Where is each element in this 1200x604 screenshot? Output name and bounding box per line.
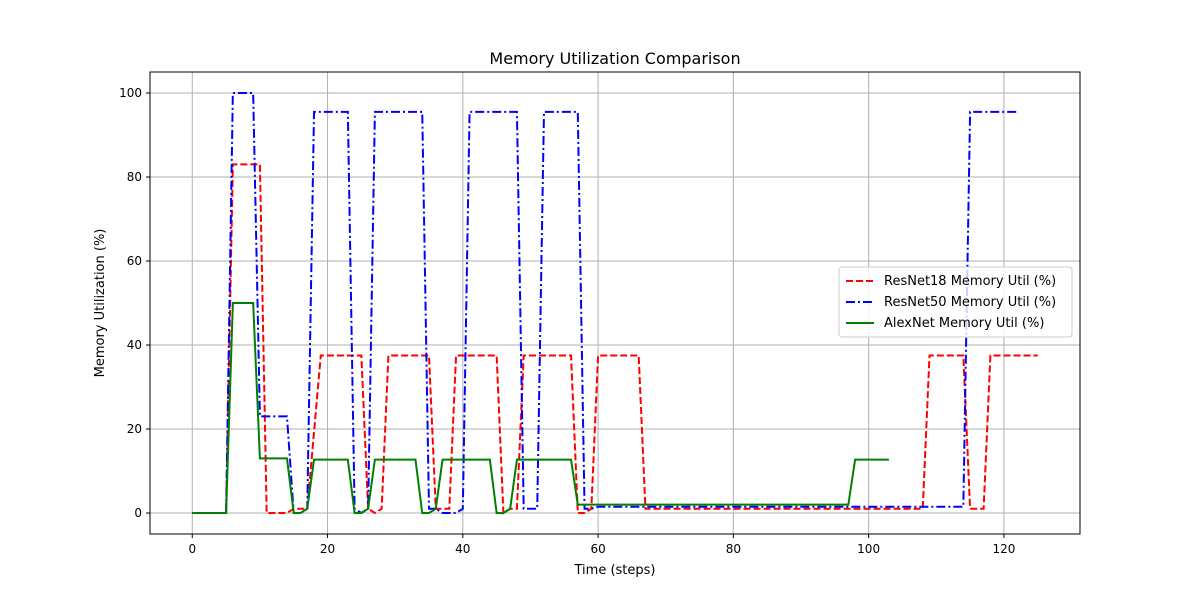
x-tick-label: 20 xyxy=(320,542,335,556)
y-tick-label: 100 xyxy=(119,86,142,100)
x-tick-label: 40 xyxy=(455,542,470,556)
series-layer xyxy=(192,92,1038,515)
y-tick-label: 60 xyxy=(127,254,142,268)
x-axis-label: Time (steps) xyxy=(574,563,656,578)
x-tick-label: 80 xyxy=(726,542,741,556)
series-line-1 xyxy=(192,163,1038,515)
legend: ResNet18 Memory Util (%) ResNet50 Memory … xyxy=(838,266,1073,338)
legend-label: AlexNet Memory Util (%) xyxy=(884,316,1044,331)
series-line-2 xyxy=(192,92,1018,515)
legend-label: ResNet50 Memory Util (%) xyxy=(884,295,1056,310)
x-tick-label: 120 xyxy=(992,542,1015,556)
series-line-3 xyxy=(192,302,889,514)
y-tick-label: 80 xyxy=(127,170,142,184)
x-ticks: 0 20 40 60 80 100 120 xyxy=(188,534,1015,556)
x-tick-label: 100 xyxy=(857,542,880,556)
legend-label: ResNet18 Memory Util (%) xyxy=(884,274,1056,289)
x-tick-label: 60 xyxy=(590,542,605,556)
chart-title: Memory Utilization Comparison xyxy=(489,49,740,68)
x-tick-label: 0 xyxy=(188,542,196,556)
legend-box xyxy=(838,266,1073,338)
y-ticks: 0 20 40 60 80 100 xyxy=(119,86,150,520)
plot-frame xyxy=(149,71,1081,535)
y-tick-label: 20 xyxy=(127,422,142,436)
y-tick-label: 0 xyxy=(134,506,142,520)
y-tick-label: 40 xyxy=(127,338,142,352)
y-axis-label: Memory Utilization (%) xyxy=(93,229,108,378)
